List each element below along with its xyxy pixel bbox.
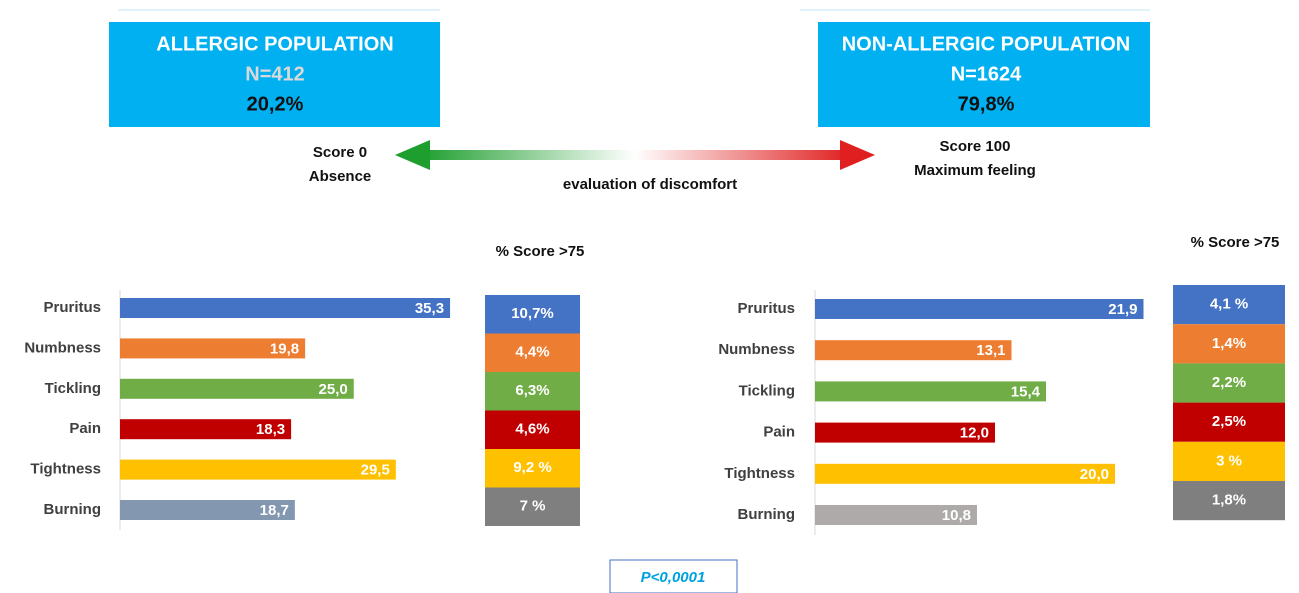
- bar: [815, 299, 1144, 319]
- score-box: [1173, 285, 1285, 325]
- category-label: Burning: [44, 501, 102, 518]
- value-label: 20,0: [1080, 466, 1109, 483]
- value-label: 15,4: [1011, 383, 1041, 400]
- panel-box: [818, 22, 1150, 127]
- bar: [120, 500, 295, 520]
- panel-box: [109, 22, 440, 127]
- score-box: [1173, 441, 1285, 481]
- score-label: 4,6%: [515, 421, 549, 438]
- category-label: Tightness: [724, 465, 795, 482]
- category-label: Numbness: [24, 339, 101, 356]
- p-value: P<0,0001: [641, 569, 706, 586]
- score-label: 6,3%: [515, 382, 549, 399]
- score-box: [485, 295, 580, 334]
- value-label: 19,8: [270, 340, 299, 357]
- score-box: [1173, 402, 1285, 442]
- value-label: 21,9: [1108, 301, 1137, 318]
- category-label: Burning: [738, 506, 796, 523]
- panel-n: N=412: [245, 63, 305, 85]
- bar: [120, 419, 292, 440]
- value-label: 12,0: [960, 425, 989, 442]
- scale-caption: evaluation of discomfort: [563, 176, 737, 193]
- value-label: 25,0: [319, 381, 348, 398]
- panel-n: N=1624: [951, 63, 1022, 85]
- score-title: % Score >75: [1191, 234, 1280, 251]
- score-label: 9,2 %: [513, 459, 551, 476]
- bar: [815, 381, 1046, 402]
- discomfort-arrow: [395, 140, 875, 170]
- scale-label: Absence: [309, 168, 372, 185]
- value-label: 13,1: [976, 342, 1005, 359]
- category-label: Pruritus: [43, 299, 101, 316]
- value-label: 29,5: [361, 462, 390, 479]
- panel-title: ALLERGIC POPULATION: [156, 33, 393, 55]
- bar: [120, 378, 354, 399]
- value-label: 18,7: [260, 502, 289, 519]
- bar: [815, 422, 995, 443]
- p-box: [609, 559, 738, 593]
- score-label: 4,4%: [515, 344, 549, 361]
- panel-title: NON-ALLERGIC POPULATION: [842, 33, 1131, 55]
- category-label: Tickling: [739, 382, 795, 399]
- category-label: Numbness: [718, 341, 795, 358]
- score-label: 1,4%: [1212, 335, 1246, 352]
- panel-share: 20,2%: [247, 93, 304, 115]
- category-label: Pruritus: [737, 300, 795, 317]
- scale-label: Maximum feeling: [914, 162, 1036, 179]
- bar: [120, 338, 306, 359]
- score-label: 10,7%: [511, 305, 554, 322]
- score-label: 3 %: [1216, 452, 1242, 469]
- bar: [815, 340, 1012, 361]
- panel-share: 79,8%: [958, 93, 1015, 115]
- score-box: [1173, 324, 1285, 364]
- score-box: [485, 487, 580, 526]
- scale-label: Score 100: [940, 138, 1011, 155]
- value-label: 35,3: [415, 300, 444, 317]
- score-box: [1173, 363, 1285, 403]
- score-box: [1173, 481, 1285, 521]
- category-label: Pain: [763, 424, 795, 441]
- category-label: Tightness: [30, 461, 101, 478]
- score-label: 1,8%: [1212, 492, 1246, 509]
- score-label: 2,5%: [1212, 413, 1246, 430]
- score-title: % Score >75: [496, 243, 585, 260]
- category-label: Tickling: [45, 380, 101, 397]
- value-label: 18,3: [256, 421, 285, 438]
- score-box: [485, 333, 580, 372]
- value-label: 10,8: [942, 507, 971, 524]
- bar: [815, 463, 1115, 484]
- score-box: [485, 449, 580, 488]
- bar: [815, 505, 977, 525]
- score-label: 2,2%: [1212, 374, 1246, 391]
- score-box: [485, 372, 580, 411]
- score-box: [485, 410, 580, 449]
- bar: [120, 459, 396, 480]
- bar: [120, 298, 451, 318]
- score-label: 4,1 %: [1210, 296, 1248, 313]
- scale-label: Score 0: [313, 144, 367, 161]
- category-label: Pain: [69, 420, 101, 437]
- score-label: 7 %: [520, 498, 546, 515]
